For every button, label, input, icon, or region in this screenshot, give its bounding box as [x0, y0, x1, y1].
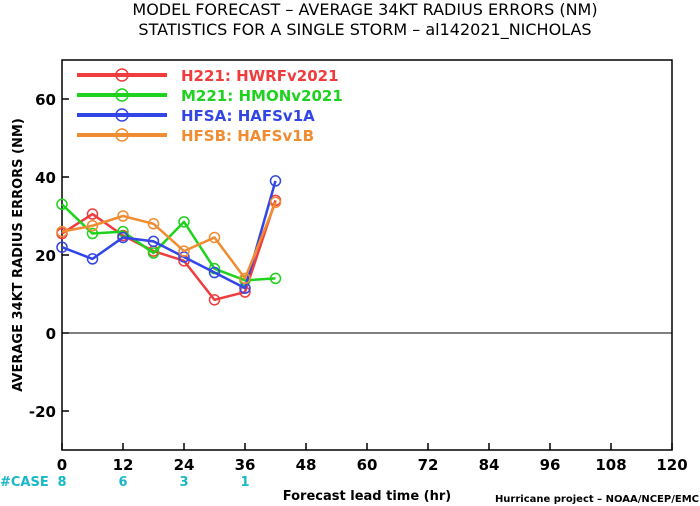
data-point [178, 245, 190, 257]
chart-title-line2: STATISTICS FOR A SINGLE STORM – al142021… [138, 20, 591, 40]
y-tick-label: 40 [35, 169, 56, 187]
legend-swatch-marker [115, 108, 129, 122]
legend-label: HFSB: HAFSv1B [181, 127, 314, 145]
x-tick-label: 0 [57, 456, 67, 474]
x-tick-label: 120 [656, 456, 687, 474]
series-layer [56, 175, 282, 306]
data-point [86, 227, 99, 240]
series-hfsb [56, 196, 282, 285]
y-tick-label: 0 [46, 325, 56, 343]
case-count: 6 [118, 475, 127, 490]
x-tick-label: 96 [540, 456, 561, 474]
x-axis: 0 12 24 36 48 60 72 84 96 108 120 [57, 443, 688, 474]
data-point [147, 235, 160, 248]
plot-frame [61, 59, 673, 451]
data-point [56, 225, 68, 238]
data-point [269, 175, 282, 187]
data-point [147, 247, 160, 259]
chart-title-line1: MODEL FORECAST – AVERAGE 34KT RADIUS ERR… [132, 0, 597, 19]
x-tick-label: 60 [357, 456, 378, 474]
data-point [147, 218, 160, 230]
y-axis: -20 0 20 40 60 [29, 91, 69, 421]
case-count: 8 [57, 475, 66, 490]
case-counts: 8 6 3 1 [57, 475, 249, 490]
data-point [239, 272, 251, 285]
data-point [86, 253, 99, 265]
data-point [208, 266, 221, 279]
legend-entry-hfsa: HFSA: HAFSv1A [77, 107, 315, 125]
legend-entry-m221: M221: HMONv2021 [77, 87, 343, 105]
legend-swatch-marker [115, 128, 129, 142]
x-axis-label: Forecast lead time (hr) [283, 489, 451, 504]
data-point [269, 272, 282, 285]
x-tick-label: 24 [174, 456, 195, 474]
legend-swatch-marker [115, 68, 129, 82]
data-point [117, 231, 129, 244]
data-point [56, 198, 68, 211]
legend-label: M221: HMONv2021 [181, 87, 343, 105]
data-point [208, 231, 221, 244]
legend-label: HFSA: HAFSv1A [181, 107, 315, 125]
x-tick-label: 12 [113, 456, 134, 474]
data-point [269, 196, 282, 209]
x-tick-label: 72 [418, 456, 439, 474]
x-tick-label: 84 [479, 456, 500, 474]
data-point [117, 210, 129, 222]
y-tick-label: 60 [35, 91, 56, 109]
x-tick-label: 36 [235, 456, 256, 474]
case-count: 3 [179, 475, 188, 490]
data-point [86, 208, 99, 220]
legend-entry-h221: H221: HWRFv2021 [77, 67, 339, 85]
legend: H221: HWRFv2021 M221: HMONv2021 HFSA: HAFS… [77, 67, 343, 145]
y-axis-label: AVERAGE 34KT RADIUS ERRORS (NM) [11, 118, 26, 392]
x-tick-label: 108 [595, 456, 626, 474]
legend-entry-hfsb: HFSB: HAFSv1B [77, 127, 314, 145]
case-count: 1 [240, 475, 249, 490]
credit-text: Hurricane project – NOAA/NCEP/EMC [495, 494, 699, 505]
data-point [56, 241, 68, 253]
y-tick-label: 20 [35, 247, 56, 265]
legend-label: H221: HWRFv2021 [181, 67, 339, 85]
x-tick-label: 48 [296, 456, 317, 474]
y-tick-label: -20 [29, 403, 56, 421]
data-point [208, 294, 221, 306]
legend-swatch-marker [115, 88, 129, 102]
data-point [86, 220, 99, 232]
case-label: #CASE [0, 475, 49, 490]
data-point [178, 216, 190, 228]
